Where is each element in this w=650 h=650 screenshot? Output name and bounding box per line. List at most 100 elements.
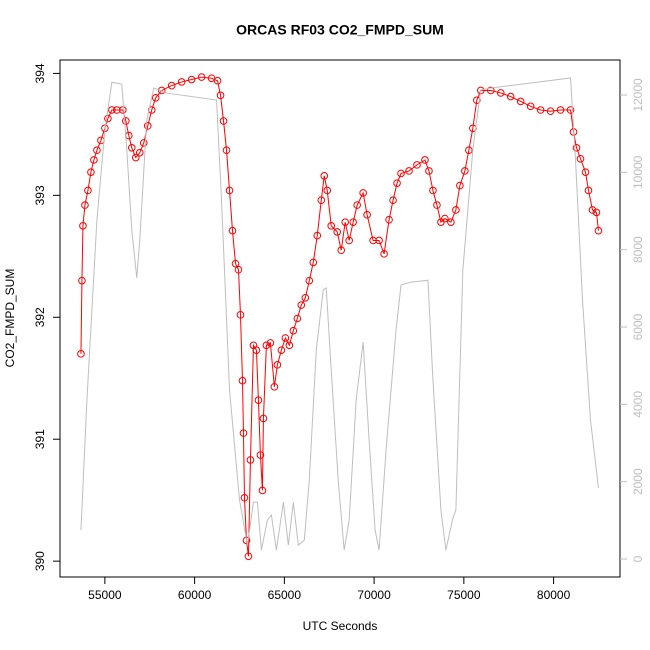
data-point [293, 314, 302, 323]
y2-tick-label: 12000 [631, 78, 645, 112]
data-point [90, 156, 98, 164]
x-tick-label: 75000 [447, 588, 481, 602]
data-point [566, 106, 575, 114]
data-point [594, 226, 603, 235]
data-point [393, 179, 401, 187]
y-tick-label: 392 [33, 307, 47, 327]
data-point [320, 172, 329, 180]
data-point [380, 250, 388, 258]
data-point [277, 346, 286, 355]
data-point [456, 181, 464, 190]
data-point [108, 106, 116, 114]
data-point [572, 143, 581, 152]
data-point [363, 211, 371, 219]
data-point [256, 451, 265, 459]
data-point [216, 91, 225, 100]
y2-tick-label: 10000 [631, 155, 645, 189]
data-point [476, 86, 485, 95]
data-point [359, 189, 367, 197]
data-point [588, 206, 597, 214]
data-point [461, 167, 469, 175]
data-point [496, 89, 505, 97]
data-point [81, 201, 89, 209]
data-point [581, 168, 590, 176]
data-point [433, 201, 441, 209]
x-tick-label: 65000 [268, 588, 302, 602]
data-point [240, 493, 249, 502]
y2-tick-label: 6000 [631, 313, 645, 340]
data-point [104, 114, 112, 123]
data-point [333, 228, 342, 236]
data-point [122, 117, 130, 125]
data-point [345, 236, 353, 245]
data-point [405, 167, 413, 175]
y-tick-label: 391 [33, 429, 47, 449]
y-tick-label: 390 [33, 551, 47, 571]
data-point [301, 293, 310, 302]
data-point [259, 414, 268, 423]
data-point [219, 117, 228, 125]
data-point [213, 76, 222, 85]
data-point [584, 186, 593, 195]
data-point [258, 486, 267, 495]
data-point [526, 102, 535, 111]
data-point [473, 96, 481, 105]
data-point [187, 75, 196, 84]
data-point [536, 106, 545, 114]
data-point [447, 218, 455, 226]
data-point [244, 552, 253, 561]
data-point [231, 259, 240, 268]
data-point [369, 236, 377, 245]
data-point [238, 376, 247, 385]
data-point [79, 222, 87, 230]
data-point [281, 334, 290, 342]
data-point [309, 258, 318, 267]
data-point [246, 456, 255, 464]
data-point [270, 382, 279, 391]
y-tick-label: 393 [33, 185, 47, 205]
data-point [413, 161, 421, 169]
data-point [273, 361, 282, 369]
data-point [516, 97, 525, 106]
data-point [452, 206, 460, 214]
data-point [135, 148, 144, 157]
y2-tick-label: 8000 [631, 236, 645, 263]
data-point [167, 81, 176, 90]
data-point [337, 246, 346, 255]
data-point [289, 326, 298, 335]
plot-frame [59, 59, 621, 578]
data-point [234, 265, 243, 274]
y2-tick-label: 0 [631, 555, 645, 562]
data-point [119, 106, 127, 114]
x-tick-label: 70000 [357, 588, 391, 602]
data-point [317, 196, 326, 205]
chart-title: ORCAS RF03 CO2_FMPD_SUM [236, 22, 444, 38]
y2-tick-label: 4000 [631, 391, 645, 418]
data-point [127, 143, 136, 152]
data-point [323, 186, 332, 195]
data-point [157, 86, 166, 95]
data-point [349, 218, 357, 226]
data-point [147, 106, 156, 114]
y-axis-label: CO2_FMPD_SUM [3, 269, 17, 368]
data-point [375, 236, 383, 245]
data-point [486, 86, 495, 95]
x-axis-label: UTC Seconds [303, 619, 378, 633]
data-point [262, 341, 271, 350]
y2-tick-label: 2000 [631, 468, 645, 495]
data-point [131, 153, 140, 162]
data-point [576, 154, 585, 163]
data-point [225, 186, 234, 195]
data-point [143, 122, 152, 130]
data-point [87, 168, 95, 176]
x-tick-label: 80000 [537, 588, 571, 602]
data-point [236, 311, 245, 319]
data-point [546, 107, 555, 116]
data-point [239, 429, 248, 437]
data-point [77, 350, 85, 358]
y-tick-label: 394 [33, 63, 47, 83]
data-point [84, 186, 92, 195]
data-point [592, 208, 601, 217]
series-line [80, 77, 599, 551]
data-point [266, 339, 275, 347]
